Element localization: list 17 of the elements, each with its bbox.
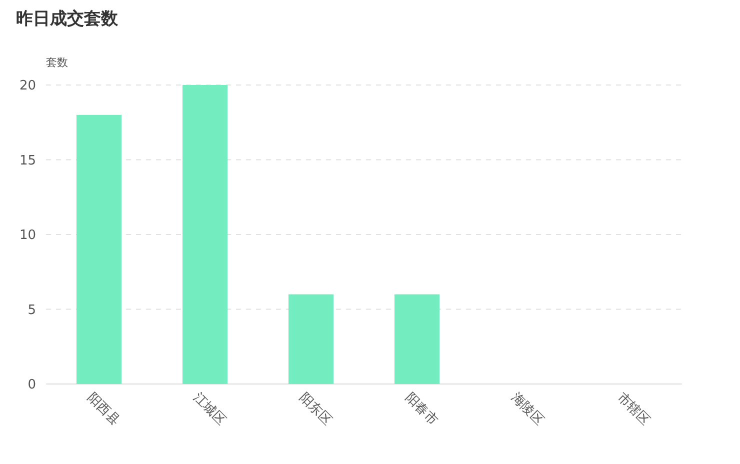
- chart-title: 昨日成交套数: [16, 9, 119, 29]
- bar: [288, 294, 334, 384]
- y-tick-label: 15: [19, 153, 36, 168]
- bar: [76, 114, 122, 384]
- x-tick-label: 阳东区: [296, 390, 334, 428]
- x-tick-label: 江城区: [190, 390, 228, 428]
- x-tick-label: 海陵区: [508, 390, 546, 428]
- y-tick-label: 5: [28, 302, 36, 318]
- y-tick-label: 10: [19, 228, 36, 244]
- x-tick-label: 阳春市: [402, 390, 440, 428]
- y-tick-label: 0: [28, 378, 36, 393]
- y-axis-title: 套数: [46, 56, 68, 69]
- x-tick-label: 阳西县: [84, 390, 122, 428]
- bar: [182, 85, 228, 384]
- bar: [394, 294, 440, 384]
- x-tick-label: 市辖区: [614, 390, 652, 428]
- y-tick-label: 20: [19, 78, 36, 94]
